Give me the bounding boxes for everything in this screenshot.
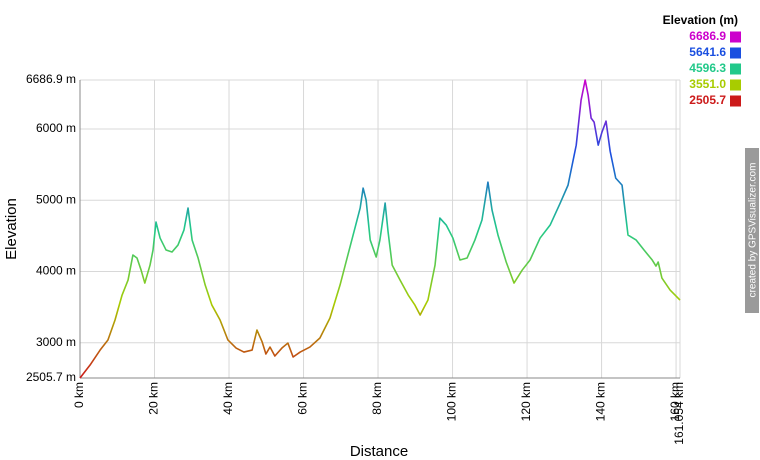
y-axis-title: Elevation	[3, 198, 20, 260]
y-tick-label: 6000 m	[36, 121, 76, 135]
legend-swatch	[730, 63, 741, 75]
legend-swatch	[730, 79, 741, 91]
x-tick-label: 140 km	[594, 382, 608, 421]
elevation-line	[79, 79, 681, 379]
legend-swatch	[730, 95, 741, 107]
x-tick-label: 20 km	[147, 382, 161, 415]
x-tick-label: 0 km	[72, 382, 86, 408]
x-tick-label: 80 km	[370, 382, 384, 415]
y-tick-label: 6686.9 m	[26, 72, 76, 86]
watermark: created by GPSVisualizer.com	[748, 163, 759, 298]
x-tick-label: 161.054 km	[672, 382, 686, 445]
y-tick-label: 3000 m	[36, 335, 76, 349]
x-tick-label: 160 km	[668, 382, 682, 421]
legend-swatch	[730, 31, 741, 43]
legend-label: 4596.3	[689, 61, 726, 75]
y-tick-label: 2505.7 m	[26, 370, 76, 384]
y-tick-label: 5000 m	[36, 192, 76, 206]
legend-title: Elevation (m)	[663, 13, 738, 27]
x-tick-label: 120 km	[519, 382, 533, 421]
legend-label: 5641.6	[689, 45, 726, 59]
x-tick-label: 60 km	[296, 382, 310, 415]
legend-label: 6686.9	[689, 29, 726, 43]
legend-label: 3551.0	[689, 77, 726, 91]
legend-label: 2505.7	[689, 93, 726, 107]
x-tick-label: 40 km	[221, 382, 235, 415]
y-tick-label: 4000 m	[36, 264, 76, 278]
watermark-bg	[745, 148, 759, 313]
x-tick-label: 100 km	[445, 382, 459, 421]
x-axis-title: Distance	[350, 443, 408, 460]
legend-swatch	[730, 47, 741, 59]
